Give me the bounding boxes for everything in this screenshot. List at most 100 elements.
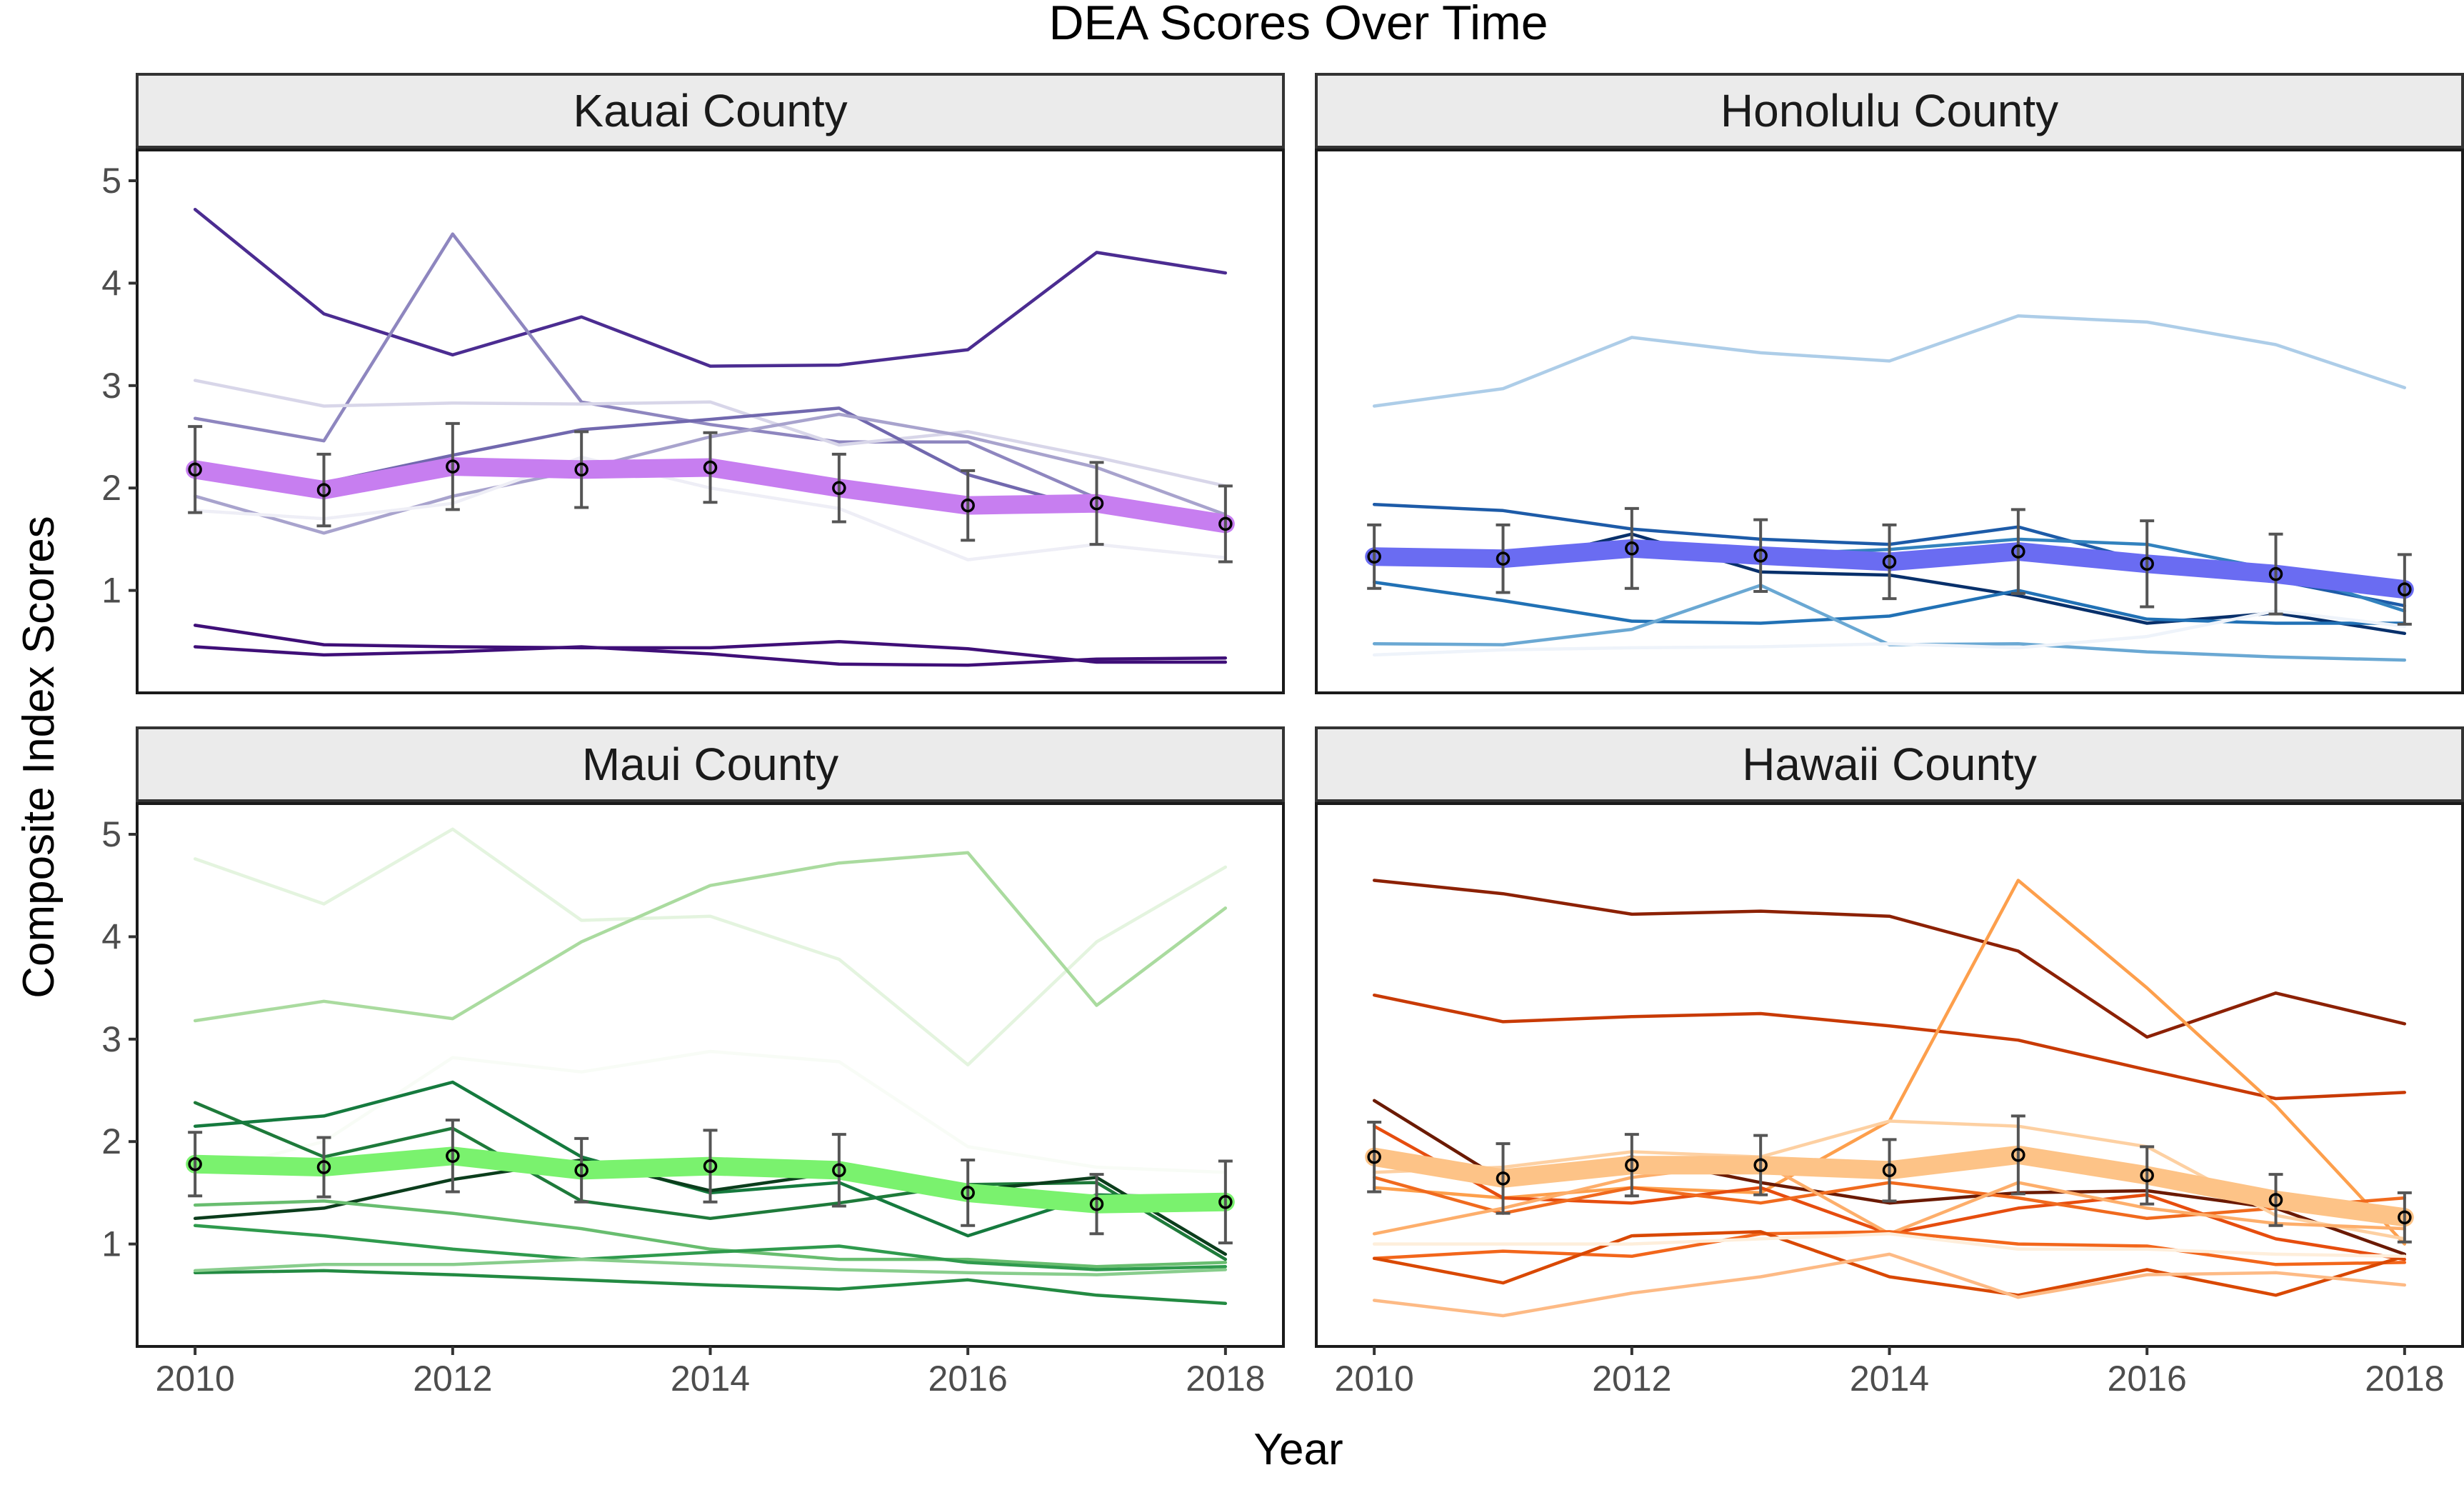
mean-point — [1625, 541, 1639, 556]
mean-point — [1367, 1149, 1381, 1164]
error-bar — [2268, 532, 2283, 616]
series-line — [193, 232, 1228, 531]
y-tick-label: 3 — [101, 1019, 121, 1059]
y-tick-label: 3 — [101, 366, 121, 406]
facet-label: Hawaii County — [1742, 739, 2037, 790]
error-bar — [1624, 1133, 1639, 1198]
error-bar — [1496, 523, 1511, 594]
series-line — [193, 851, 1228, 1023]
mean-point — [2398, 1210, 2412, 1225]
mean-point — [703, 1159, 718, 1174]
mean-point — [1882, 554, 1897, 569]
mean-point — [446, 459, 460, 474]
error-bar — [1753, 518, 1768, 594]
error-bar — [961, 1159, 976, 1227]
error-bar — [1367, 523, 1382, 590]
error-bar — [188, 425, 203, 514]
mean-point — [961, 498, 975, 513]
series-line — [1372, 609, 2407, 657]
facet-strip: Maui County — [136, 726, 1285, 802]
x-axis-title: Year — [1253, 1425, 1343, 1474]
series-line — [193, 1049, 1228, 1176]
panel-data — [186, 827, 1235, 1306]
mean-point — [1089, 1196, 1104, 1211]
error-bar — [1218, 1159, 1233, 1245]
x-tick-label: 2018 — [1186, 1359, 1265, 1399]
mean-point — [1753, 549, 1768, 563]
series-line — [1372, 1230, 2407, 1297]
mean-point — [2011, 1148, 2025, 1162]
error-bar — [1496, 1142, 1511, 1215]
error-bar — [831, 1133, 846, 1208]
error-bar — [1218, 484, 1233, 564]
error-bar — [1753, 1134, 1768, 1196]
error-bar — [1882, 523, 1897, 601]
mean-point — [2140, 1168, 2154, 1183]
panel-data — [1365, 879, 2414, 1318]
facet-strip-background — [136, 726, 1285, 802]
series-line — [193, 827, 1228, 1066]
series-line — [1372, 314, 2407, 408]
mean-point — [188, 1157, 202, 1171]
error-bar — [2397, 553, 2412, 626]
panel: Hawaii County 2010 2012 2014 2016 2018 — [1315, 726, 2464, 1399]
panel-border — [136, 149, 1285, 694]
mean-point — [1367, 549, 1381, 564]
mean-point — [832, 481, 846, 495]
facet-label: Maui County — [582, 739, 838, 790]
mean-point — [1218, 516, 1233, 531]
facet-strip: Honolulu County — [1315, 73, 2464, 149]
error-bar — [574, 430, 589, 509]
error-bar — [1624, 506, 1639, 590]
mean-point — [316, 1160, 331, 1174]
mean-point — [446, 1149, 460, 1164]
mean-point — [574, 1163, 589, 1178]
mean-point — [2140, 556, 2154, 571]
facet-label: Honolulu County — [1721, 85, 2058, 136]
mean-point — [574, 462, 589, 477]
y-tick-label: 2 — [101, 468, 121, 508]
facet-strip-background — [1315, 73, 2464, 149]
error-bar — [445, 421, 460, 511]
series-line — [193, 1269, 1228, 1306]
series-line — [1372, 1252, 2407, 1318]
series-line — [1372, 580, 2407, 625]
error-bar — [831, 452, 846, 524]
error-bar — [1882, 1138, 1897, 1203]
facet-label: Kauai County — [573, 85, 847, 136]
mean-point — [1625, 1158, 1639, 1172]
error-bar — [703, 1129, 718, 1204]
panel-data — [1365, 314, 2414, 662]
mean-point — [1218, 1195, 1233, 1209]
mean-point — [1882, 1163, 1897, 1178]
series-line — [1372, 993, 2407, 1101]
error-bar — [2268, 1173, 2283, 1227]
error-bar — [574, 1136, 589, 1204]
y-axis-title: Composite Index Scores — [14, 516, 64, 998]
series-line — [193, 645, 1228, 667]
error-bar — [1367, 1120, 1382, 1194]
y-tick-label: 4 — [101, 916, 121, 956]
mean-point — [832, 1163, 846, 1178]
error-bar — [316, 452, 331, 528]
facet-strip-background — [136, 73, 1285, 149]
panel: Maui County 1 2 3 4 5 2010 2012 2014 2016 2018 — [101, 726, 1285, 1399]
error-bar — [703, 431, 718, 504]
panel-border — [136, 802, 1285, 1348]
mean-point — [1089, 496, 1104, 511]
x-tick-label: 2010 — [1335, 1359, 1414, 1399]
series-line — [193, 1224, 1228, 1271]
error-bar — [2397, 1191, 2412, 1244]
facet-panels: Kauai County 1 2 3 4 5 Honolulu County Maui Cou… — [101, 73, 2464, 1399]
series-line — [193, 207, 1228, 368]
facet-strip-background — [1315, 726, 2464, 802]
facet-strip: Kauai County — [136, 73, 1285, 149]
mean-point — [2398, 582, 2412, 596]
error-bar — [1089, 1173, 1104, 1236]
x-tick-label: 2018 — [2365, 1359, 2444, 1399]
y-tick-label: 2 — [101, 1121, 121, 1161]
error-bar — [2140, 1145, 2155, 1206]
error-bar — [2010, 508, 2025, 595]
mean-point — [961, 1186, 975, 1200]
